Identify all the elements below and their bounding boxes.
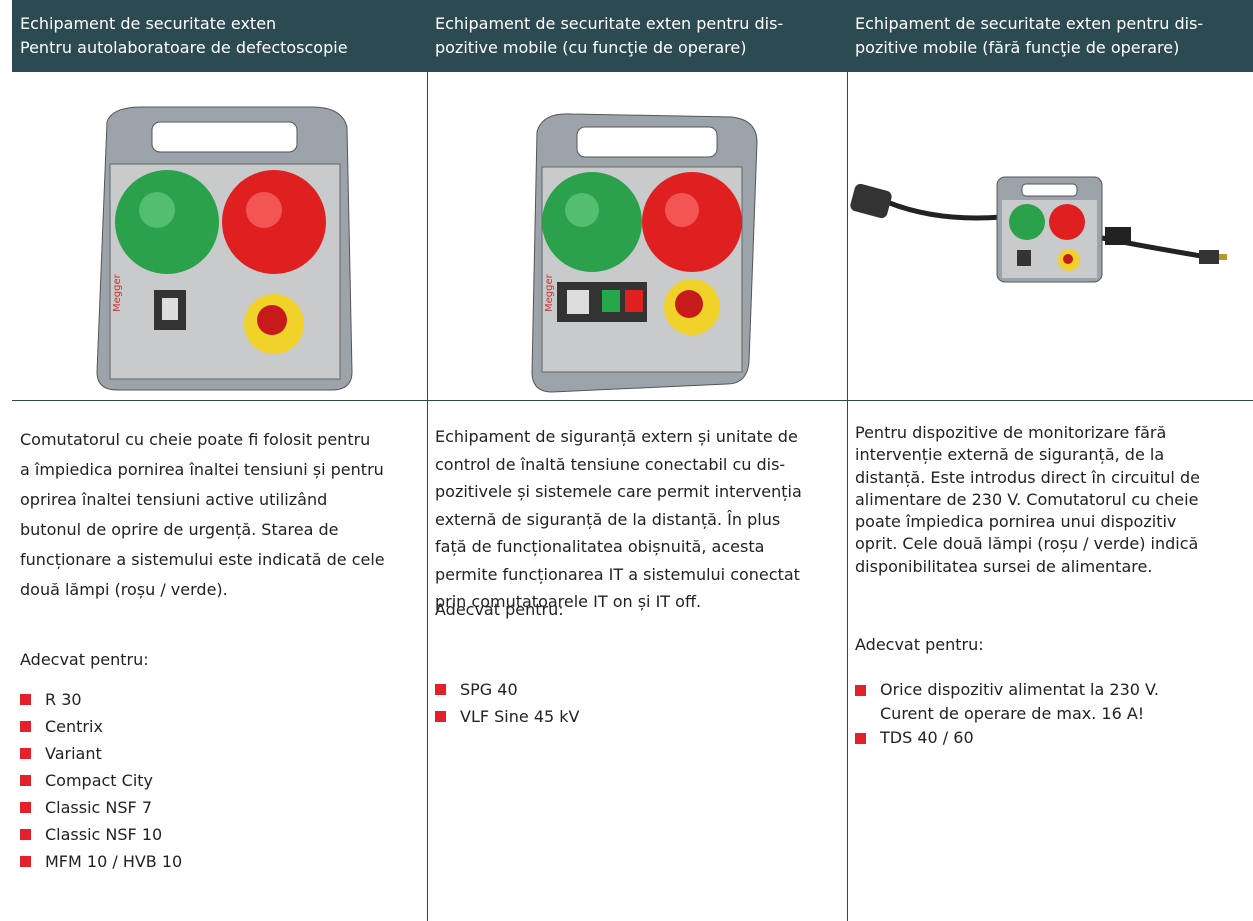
suitable-label: Adecvat pentru: bbox=[20, 650, 149, 669]
header-line: Echipament de securitate exten bbox=[20, 14, 277, 33]
suitable-label: Adecvat pentru: bbox=[435, 600, 564, 619]
list-item: SPG 40 bbox=[435, 676, 579, 703]
list-item-line: SPG 40 bbox=[460, 680, 518, 699]
description: Comutatorul cu cheie poate fi folosit pe… bbox=[20, 425, 385, 605]
column: Echipament de securitate exten pentru di… bbox=[427, 0, 847, 921]
description: Echipament de siguranță extern și unitat… bbox=[435, 423, 802, 616]
header-line: Echipament de securitate exten pentru di… bbox=[855, 14, 1204, 33]
column-header: Echipament de securitate exten Pentru aut… bbox=[20, 12, 348, 60]
list-item-line: Variant bbox=[45, 744, 102, 763]
list-item: Centrix bbox=[20, 713, 182, 740]
divider bbox=[12, 400, 1253, 401]
item-list: SPG 40 VLF Sine 45 kV bbox=[435, 676, 579, 730]
column-header: Echipament de securitate exten pentru di… bbox=[435, 12, 783, 60]
item-list: R 30 Centrix Variant Compact City Classic NS… bbox=[20, 686, 182, 875]
list-item-line: Compact City bbox=[45, 771, 154, 790]
list-item-line: VLF Sine 45 kV bbox=[460, 707, 580, 726]
list-item: R 30 bbox=[20, 686, 182, 713]
list-item-line: MFM 10 / HVB 10 bbox=[45, 852, 183, 871]
list-item-line: Centrix bbox=[45, 717, 103, 736]
description-line: a împiedica pornirea înaltei tensiuni și… bbox=[20, 460, 384, 479]
svg-text:Megger: Megger bbox=[544, 273, 555, 312]
header-line: Pentru autolaboratoare de defectoscopie bbox=[20, 38, 348, 57]
item-list: Orice dispozitiv alimentat la 230 V. Cure… bbox=[855, 678, 1159, 750]
suitable-label: Adecvat pentru: bbox=[855, 635, 984, 654]
description-line: oprirea înaltei tensiuni active utilizân… bbox=[20, 490, 328, 509]
product-image: Megger bbox=[531, 113, 758, 393]
description-line: Comutatorul cu cheie poate fi folosit pe… bbox=[20, 430, 371, 449]
description: Pentru dispozitive de monitorizare fără i… bbox=[855, 422, 1200, 578]
list-item: Variant bbox=[20, 740, 182, 767]
description-line: oprit. Cele două lămpi (roșu / verde) in… bbox=[855, 534, 1199, 554]
column: Echipament de securitate exten pentru di… bbox=[847, 0, 1253, 921]
list-item: Orice dispozitiv alimentat la 230 V. Cure… bbox=[855, 678, 1159, 726]
description-line: față de funcționalitatea obișnuită, aces… bbox=[435, 537, 765, 556]
list-item: TDS 40 / 60 bbox=[855, 726, 1159, 750]
product-image: Megger bbox=[96, 106, 353, 391]
list-item: MFM 10 / HVB 10 bbox=[20, 848, 182, 875]
list-item-line: Orice dispozitiv alimentat la 230 V. bbox=[880, 680, 1159, 699]
description-line: externă de siguranță de la distanță. În … bbox=[435, 509, 781, 529]
list-item-line: TDS 40 / 60 bbox=[880, 728, 974, 747]
list-item: Compact City bbox=[20, 767, 182, 794]
description-line: intervenție externă de siguranță, de la bbox=[855, 445, 1165, 465]
product-image bbox=[850, 176, 1227, 283]
divider bbox=[847, 0, 848, 921]
description-line: Echipament de siguranță extern și unitat… bbox=[435, 427, 798, 446]
divider bbox=[427, 0, 428, 921]
description-line: distanță. Este introdus direct în circui… bbox=[855, 467, 1200, 487]
description-line: permite funcționarea IT a sistemului con… bbox=[435, 564, 800, 584]
description-line: prin comutatoarele IT on și IT off. bbox=[435, 592, 702, 611]
list-item-line: R 30 bbox=[45, 690, 82, 709]
description-line: două lămpi (roșu / verde). bbox=[20, 580, 228, 599]
header-bar bbox=[12, 0, 1253, 72]
column: Echipament de securitate exten Pentru aut… bbox=[12, 0, 427, 921]
description-line: control de înaltă tensiune conectabil cu… bbox=[435, 454, 786, 474]
list-item: VLF Sine 45 kV bbox=[435, 703, 579, 730]
description-line: funcționare a sistemului este indicată d… bbox=[20, 550, 385, 569]
svg-text:Megger: Megger bbox=[112, 273, 123, 312]
list-item: Classic NSF 7 bbox=[20, 794, 182, 821]
header-line: pozitive mobile (fără funcţie de operare… bbox=[855, 38, 1180, 57]
list-item-line: Curent de operare de max. 16 A! bbox=[880, 704, 1145, 723]
header-line: pozitive mobile (cu funcţie de operare) bbox=[435, 38, 747, 57]
description-line: poate împiedica pornirea unui dispozitiv bbox=[855, 512, 1177, 532]
description-line: disponibilitatea sursei de alimentare. bbox=[855, 556, 1153, 576]
description-line: Pentru dispozitive de monitorizare fără bbox=[855, 423, 1167, 442]
column-header: Echipament de securitate exten pentru di… bbox=[855, 12, 1203, 60]
description-line: butonul de oprire de urgență. Starea de bbox=[20, 520, 339, 539]
list-item-line: Classic NSF 10 bbox=[45, 825, 163, 844]
list-item-line: Classic NSF 7 bbox=[45, 798, 153, 817]
list-item: Classic NSF 10 bbox=[20, 821, 182, 848]
description-line: alimentare de 230 V. Comutatorul cu chei… bbox=[855, 489, 1199, 509]
description-line: pozitivele și sistemele care permit inte… bbox=[435, 482, 802, 501]
header-line: Echipament de securitate exten pentru di… bbox=[435, 14, 784, 33]
